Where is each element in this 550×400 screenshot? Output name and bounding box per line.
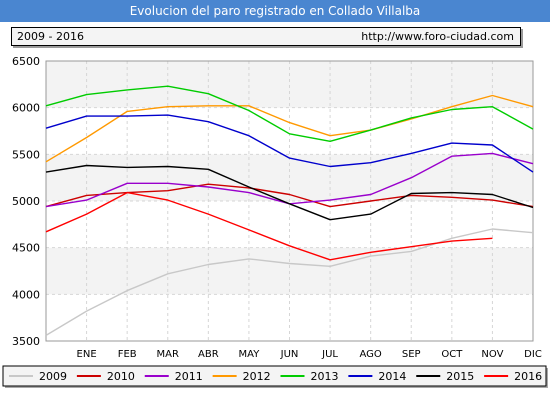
x-tick-label: FEB (118, 349, 137, 360)
y-tick-label: 3500 (12, 335, 40, 348)
legend-label-2013: 2013 (311, 370, 339, 383)
series-line-2014 (45, 114, 534, 173)
series-line-2012 (45, 94, 534, 163)
source-url: http://www.foro-ciudad.com (361, 30, 514, 43)
y-tick-label: 4500 (12, 242, 40, 255)
series-line-2013 (45, 85, 534, 143)
legend-label-2016: 2016 (514, 370, 542, 383)
legend-label-2015: 2015 (446, 370, 474, 383)
series-line-2015 (45, 164, 534, 221)
x-tick-label: JUN (280, 349, 299, 360)
series-line-2009 (45, 228, 534, 337)
x-tick-label: AGO (360, 349, 382, 360)
x-tick-label: ABR (198, 349, 219, 360)
x-tick-label: ENE (77, 349, 97, 360)
legend-label-2012: 2012 (243, 370, 271, 383)
series-line-2016 (45, 191, 493, 261)
x-tick-label: OCT (441, 349, 463, 360)
x-tick-label: NOV (481, 349, 503, 360)
y-tick-label: 5500 (12, 148, 40, 161)
y-tick-label: 4000 (12, 288, 40, 301)
legend-label-2010: 2010 (107, 370, 135, 383)
plot-border (45, 60, 534, 342)
y-tick-label: 5000 (12, 195, 40, 208)
legend-label-2014: 2014 (378, 370, 406, 383)
period-label: 2009 - 2016 (17, 30, 84, 43)
x-tick-label: DIC (524, 349, 542, 360)
chart-title: Evolucion del paro registrado en Collado… (0, 0, 550, 22)
subtitle-bar: 2009 - 2016 http://www.foro-ciudad.com (11, 27, 521, 46)
x-tick-label: JUL (321, 349, 338, 360)
legend-label-2009: 2009 (39, 370, 67, 383)
y-tick-label: 6000 (12, 102, 40, 115)
legend-label-2011: 2011 (175, 370, 203, 383)
legend-box (2, 365, 547, 387)
x-tick-label: MAY (239, 349, 261, 360)
x-tick-label: SEP (402, 349, 421, 360)
x-tick-label: MAR (157, 349, 179, 360)
y-tick-label: 6500 (12, 55, 40, 68)
